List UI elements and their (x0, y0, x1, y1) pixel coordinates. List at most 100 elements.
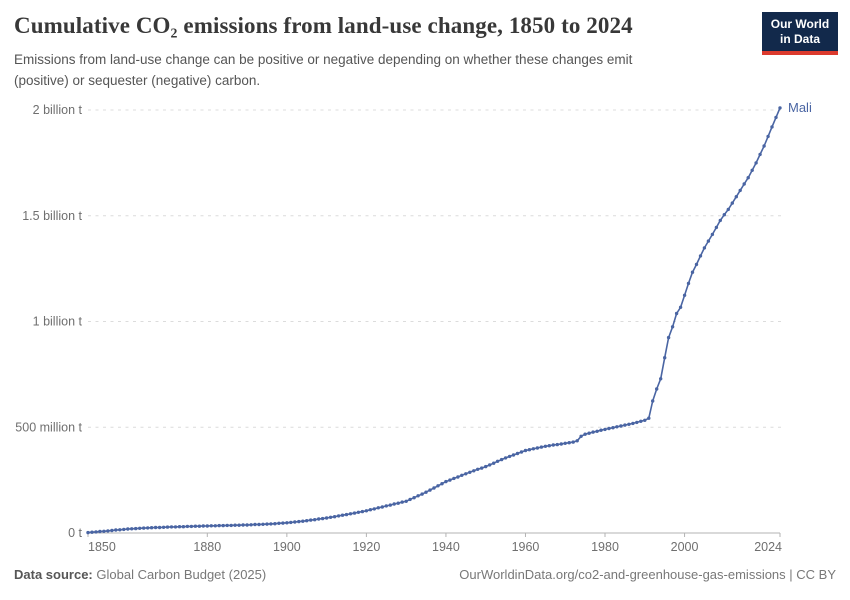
data-point (742, 182, 746, 186)
data-point (444, 479, 448, 484)
data-point (655, 387, 659, 391)
data-point (197, 524, 202, 528)
data-point (678, 305, 683, 309)
logo-red-bar (762, 51, 838, 55)
owid-logo[interactable]: Our World in Data (762, 12, 838, 55)
data-point (623, 423, 627, 427)
data-point (531, 447, 536, 451)
data-point (587, 431, 591, 435)
data-point (456, 475, 460, 479)
data-point (694, 262, 699, 267)
data-point (352, 511, 357, 515)
data-point (718, 218, 722, 223)
entity-label-mali[interactable]: Mali (788, 100, 812, 115)
data-point (281, 521, 285, 525)
data-point (297, 519, 301, 524)
data-point (372, 507, 376, 511)
data-point (364, 509, 369, 513)
x-tick-label: 2000 (671, 540, 699, 554)
data-point (619, 424, 623, 428)
data-point (770, 125, 774, 129)
data-point (627, 422, 631, 426)
data-point (432, 486, 436, 490)
data-point (309, 518, 313, 522)
data-point (595, 429, 599, 433)
y-tick-label: 1.5 billion t (22, 209, 82, 223)
y-tick-label: 1 billion t (33, 315, 83, 329)
data-point (448, 478, 452, 482)
chart-canvas[interactable]: 0 t 500 million t 1 billion t 1.5 billion t… (0, 0, 850, 560)
data-point (277, 521, 281, 525)
data-point (344, 512, 349, 517)
data-point (185, 524, 190, 529)
owid-logo-box: Our World in Data (762, 12, 838, 51)
data-point (376, 506, 380, 510)
data-point (165, 525, 170, 529)
data-point (495, 459, 500, 463)
data-point (98, 529, 102, 534)
logo-line1: Our World (770, 17, 830, 31)
data-point (237, 523, 241, 527)
data-point (686, 281, 691, 286)
data-point (380, 505, 384, 509)
chart-footer: Data source: Global Carbon Budget (2025)… (14, 567, 836, 582)
data-point (412, 496, 416, 500)
data-point (659, 377, 663, 381)
data-point (603, 427, 607, 432)
data-point (682, 293, 687, 297)
data-point (161, 525, 166, 529)
data-point (336, 514, 341, 518)
data-point (217, 523, 221, 528)
data-point (559, 442, 563, 446)
data-point (702, 246, 707, 250)
data-point (273, 522, 277, 526)
data-point (527, 448, 532, 452)
data-point (472, 469, 476, 473)
data-point (666, 335, 671, 340)
data-point (750, 168, 754, 172)
data-point (706, 239, 711, 243)
data-point (289, 520, 293, 525)
data-source-value: Global Carbon Budget (2025) (96, 567, 267, 582)
data-point (420, 492, 424, 496)
data-source-label: Data source: (14, 567, 93, 582)
data-point (639, 419, 643, 423)
data-point (94, 530, 98, 534)
footer-link[interactable]: OurWorldinData.org/co2-and-greenhouse-ga… (459, 567, 836, 582)
data-point (126, 527, 130, 531)
data-point (670, 325, 675, 329)
data-point (396, 501, 400, 505)
data-point (464, 472, 468, 476)
data-point (245, 523, 249, 527)
data-point (157, 525, 162, 530)
data-point (635, 420, 639, 425)
data-point (253, 522, 257, 527)
data-point (118, 528, 122, 532)
data-point (110, 528, 114, 533)
data-point (774, 115, 778, 120)
data-point (225, 523, 229, 528)
series-line-mali (87, 107, 781, 534)
data-point (503, 456, 508, 460)
data-point (138, 526, 142, 530)
data-point (193, 524, 198, 528)
data-point (460, 473, 464, 477)
data-point (738, 188, 742, 193)
data-point (332, 515, 337, 519)
data-point (583, 432, 587, 436)
data-point (651, 399, 655, 403)
data-point (249, 523, 253, 527)
data-point (269, 522, 273, 526)
data-point (384, 504, 388, 508)
data-point (722, 213, 726, 217)
data-point (313, 518, 317, 522)
data-point (607, 426, 611, 431)
data-point (710, 232, 715, 237)
data-point (213, 524, 217, 528)
x-tick-label: 1980 (591, 540, 619, 554)
data-point (571, 440, 575, 444)
data-point (484, 464, 488, 469)
data-point (615, 425, 619, 429)
x-tick-label: 1960 (512, 540, 540, 554)
data-point (599, 428, 603, 432)
